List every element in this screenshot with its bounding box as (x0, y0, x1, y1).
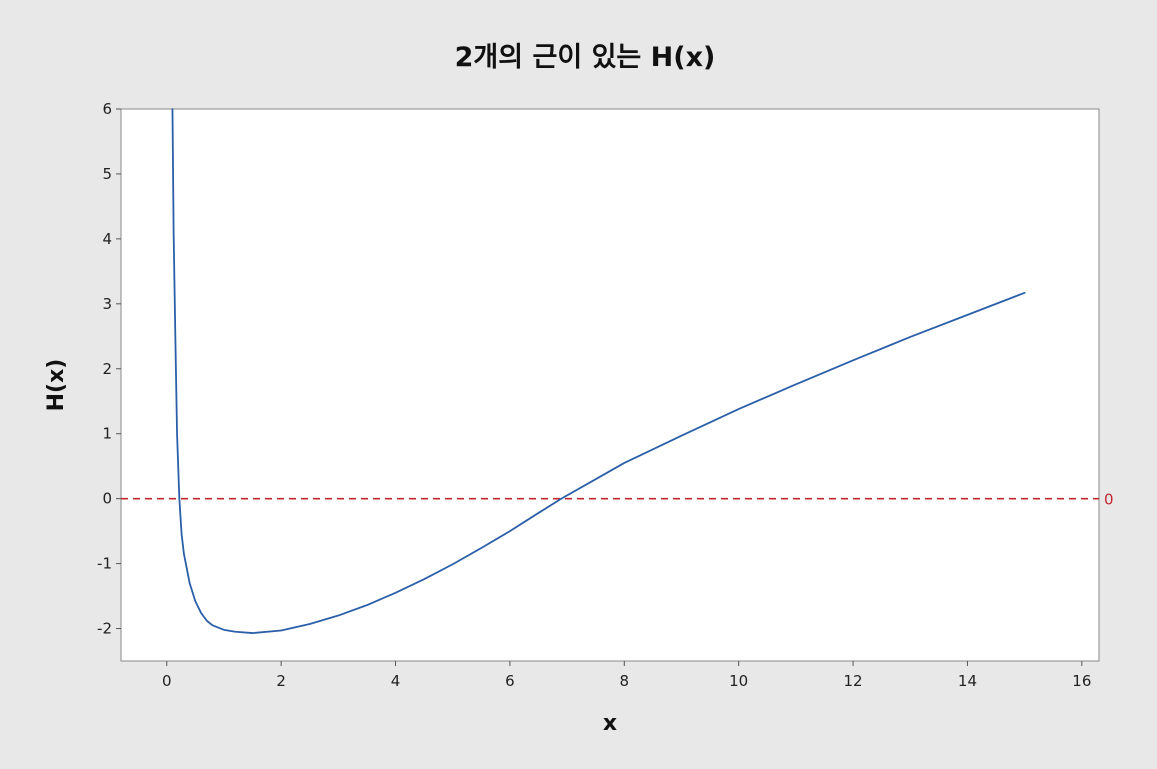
x-axis-ticks: 0 2 4 6 8 10 12 14 16 (162, 661, 1091, 690)
y-tick-label: 1 (102, 425, 112, 443)
x-tick-label: 4 (391, 672, 401, 690)
y-tick-label: 0 (102, 490, 112, 508)
y-tick-label: 4 (102, 230, 112, 248)
y-tick-label: -2 (97, 620, 112, 638)
y-tick-label: 2 (102, 360, 112, 378)
x-tick-label: 12 (844, 672, 863, 690)
y-axis-title: H(x) (44, 359, 69, 412)
y-tick-label: 6 (102, 100, 112, 118)
reference-line-label: 0 (1104, 491, 1114, 509)
x-tick-label: 6 (505, 672, 515, 690)
series-line (171, 108, 1026, 634)
chart-title: 2개의 근이 있는 H(x) (455, 42, 716, 73)
reference-line-group: 0 (121, 491, 1114, 509)
y-tick-label: -1 (97, 555, 112, 573)
x-tick-label: 16 (1072, 672, 1091, 690)
y-tick-label: 3 (102, 295, 112, 313)
x-tick-label: 10 (729, 672, 748, 690)
y-axis-ticks: -2 -1 0 1 2 3 4 5 6 (97, 100, 121, 638)
x-tick-label: 2 (276, 672, 286, 690)
series-group (171, 108, 1026, 634)
x-tick-label: 0 (162, 672, 172, 690)
x-tick-label: 14 (958, 672, 977, 690)
x-tick-label: 8 (620, 672, 630, 690)
plot-area (120, 108, 1100, 662)
x-axis-title: x (603, 711, 617, 736)
y-tick-label: 5 (102, 165, 112, 183)
